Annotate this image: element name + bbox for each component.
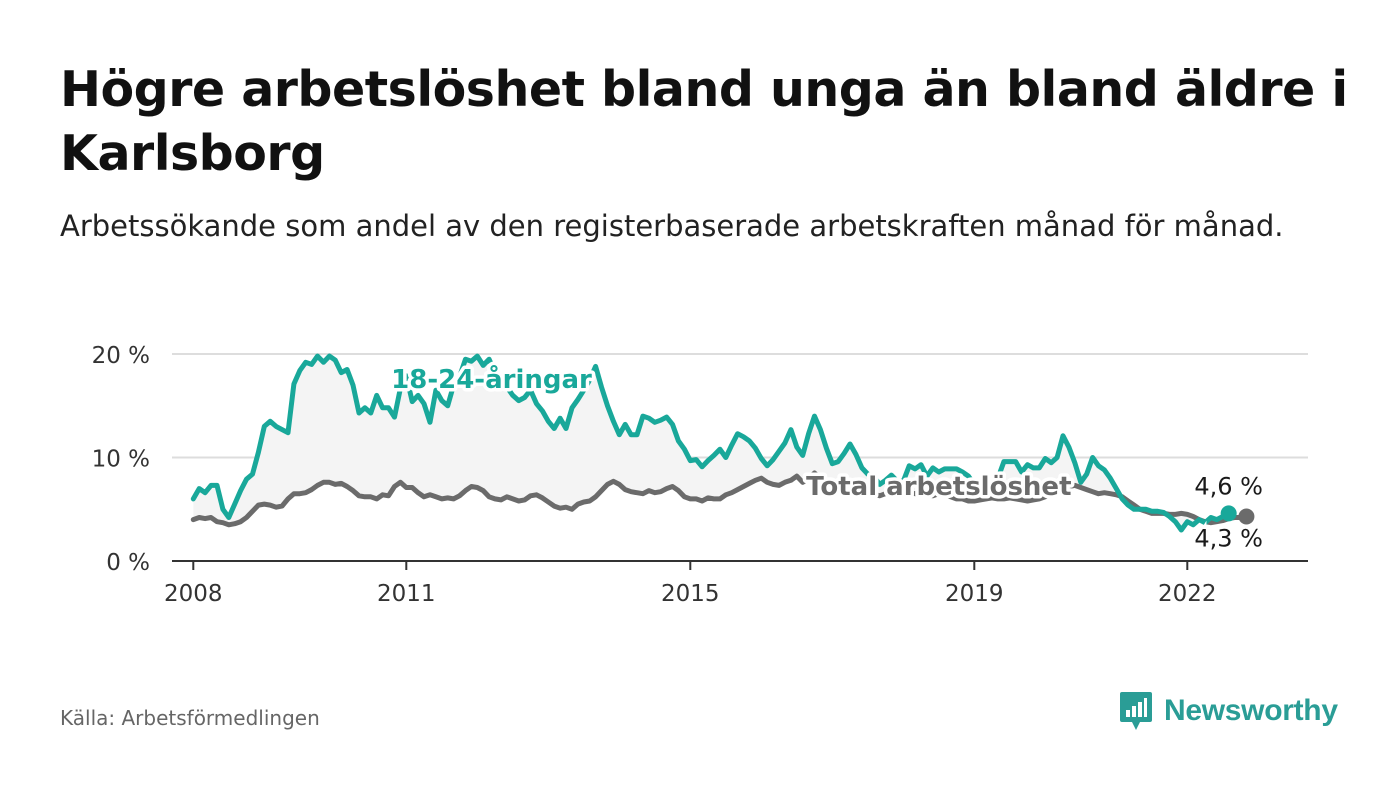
youth-end-value-label: 4,6 % <box>1194 472 1263 500</box>
series-label-youth: 18-24-åringar <box>391 363 592 395</box>
x-tick-label: 2011 <box>377 581 436 607</box>
newsworthy-logo-icon <box>1120 692 1152 730</box>
y-tick-label: 20 % <box>92 343 150 369</box>
x-tick-label: 2019 <box>945 581 1004 607</box>
series-line-total <box>190 470 1249 528</box>
chart-title: Högre arbetslöshet bland unga än bland ä… <box>60 61 1348 182</box>
total-end-marker <box>1238 508 1255 525</box>
brand-logo[interactable]: Newsworthy <box>1118 690 1338 732</box>
total-end-value-label: 4,3 % <box>1194 524 1263 552</box>
y-tick-label: 10 % <box>92 447 150 473</box>
x-tick-label: 2008 <box>164 581 223 607</box>
series-line-youth <box>190 353 1232 533</box>
source-note: Källa: Arbetsförmedlingen <box>60 706 320 730</box>
x-tick-label: 2015 <box>661 581 720 607</box>
brand-name: Newsworthy <box>1164 694 1338 727</box>
series-label-total: Total arbetslöshet <box>806 472 1071 502</box>
gap-band-area <box>193 356 1247 530</box>
chart-subtitle: Arbetssökande som andel av den registerb… <box>60 209 1284 243</box>
y-tick-label: 0 % <box>106 550 150 576</box>
x-tick-label: 2022 <box>1158 581 1217 607</box>
youth-end-marker <box>1220 505 1237 522</box>
